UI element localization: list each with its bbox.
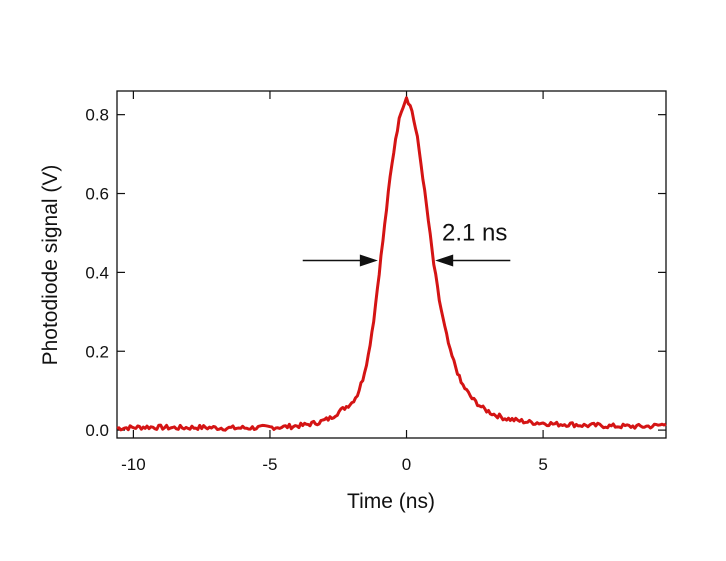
fwhm-label: 2.1 ns bbox=[442, 220, 507, 247]
x-axis-title: Time (ns) bbox=[347, 490, 435, 513]
axis-ticks: -10 -5 0 5 0.0 0.2 0.4 0.6 0.8 bbox=[85, 91, 666, 474]
plot-area bbox=[116, 90, 667, 439]
fwhm-arrow-right-head bbox=[435, 254, 454, 267]
x-tick-label: -5 bbox=[262, 455, 277, 474]
series-group bbox=[116, 96, 667, 432]
y-tick-label: 0.0 bbox=[85, 421, 109, 440]
annotation-group: 2.1 ns bbox=[302, 220, 511, 267]
x-tick-label: 5 bbox=[538, 455, 547, 474]
y-tick-label: 0.6 bbox=[85, 185, 109, 204]
plot-frame bbox=[116, 90, 667, 439]
x-tick-label: 0 bbox=[402, 455, 411, 474]
y-tick-label: 0.4 bbox=[85, 263, 109, 282]
x-tick-label: -10 bbox=[121, 455, 146, 474]
y-tick-label: 0.2 bbox=[85, 342, 109, 361]
y-tick-label: 0.8 bbox=[85, 106, 109, 125]
y-axis-title: Photodiode signal (V) bbox=[39, 165, 62, 366]
signal-line bbox=[116, 96, 667, 432]
fwhm-arrow-left-head bbox=[359, 254, 378, 267]
